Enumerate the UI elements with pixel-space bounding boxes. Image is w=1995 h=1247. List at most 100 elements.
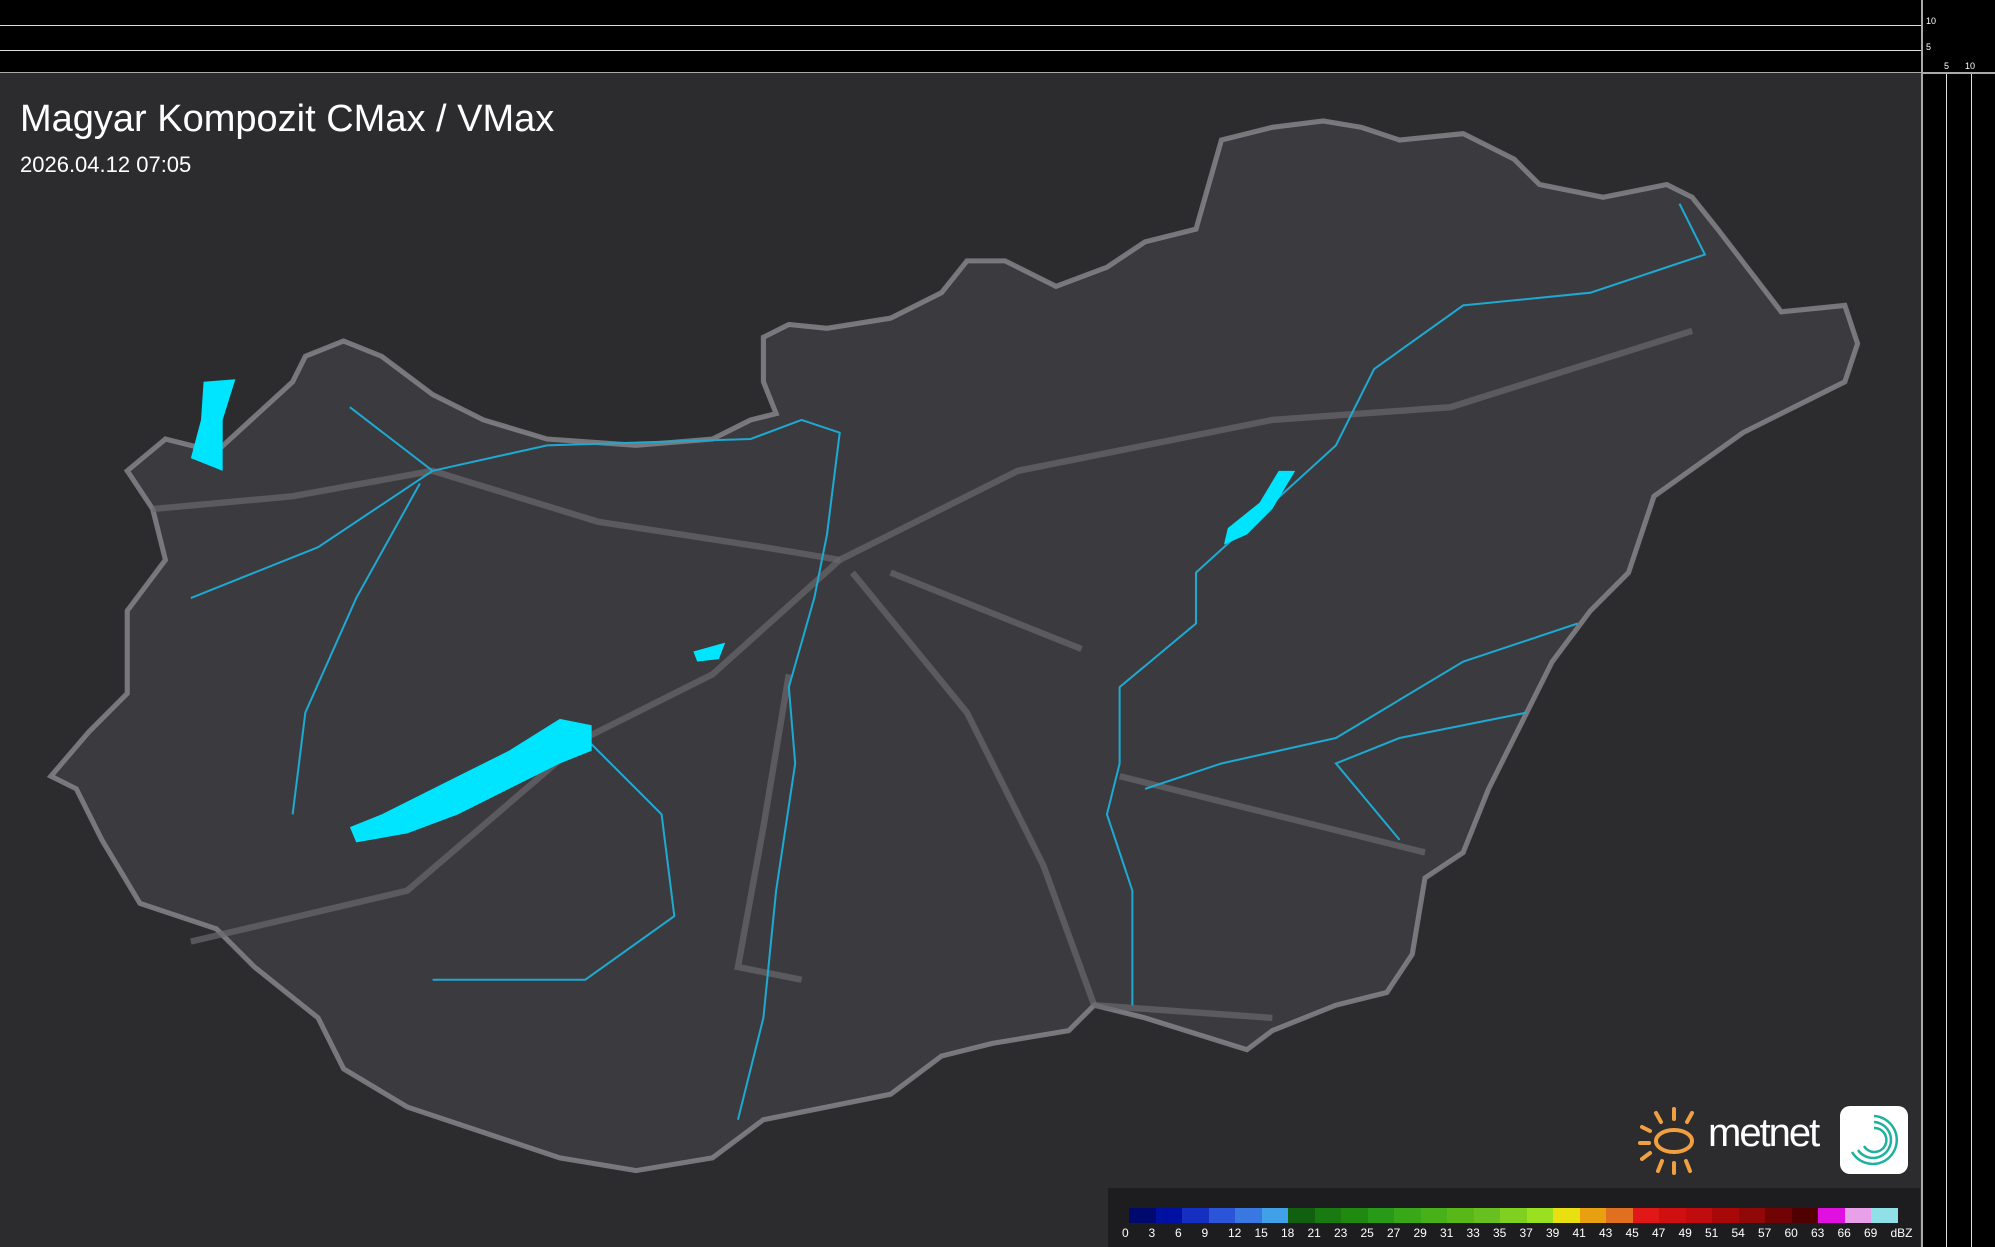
tick-label: 5 — [1926, 42, 1932, 52]
hungary-country-area — [46, 118, 1861, 1174]
color-swatch — [1341, 1208, 1368, 1223]
scale-label: 12 — [1228, 1226, 1242, 1240]
scale-label: 54 — [1731, 1226, 1745, 1240]
color-swatch — [1632, 1208, 1659, 1223]
color-swatch — [1553, 1208, 1580, 1223]
grid-line — [1946, 73, 1947, 1247]
river-maros — [1334, 711, 1527, 841]
scale-label: 37 — [1519, 1226, 1533, 1240]
scale-label: 31 — [1440, 1226, 1454, 1240]
color-scale-bar — [1129, 1208, 1898, 1223]
river-kapos — [432, 737, 676, 981]
scale-label: 15 — [1254, 1226, 1268, 1240]
scale-label: 3 — [1148, 1226, 1156, 1240]
scale-label: 35 — [1493, 1226, 1507, 1240]
color-swatch — [1208, 1208, 1235, 1223]
scale-label: 60 — [1784, 1226, 1798, 1240]
scale-label: 29 — [1413, 1226, 1427, 1240]
right-axis-strip: 10 5 5 10 — [1921, 0, 1995, 1247]
rivers — [190, 203, 1707, 1120]
scale-label: 47 — [1652, 1226, 1666, 1240]
color-swatch — [1871, 1208, 1898, 1223]
scale-label: 63 — [1811, 1226, 1825, 1240]
river-raba — [190, 469, 434, 815]
scale-label: 57 — [1758, 1226, 1772, 1240]
scale-label: 51 — [1705, 1226, 1719, 1240]
scale-label: 69 — [1864, 1226, 1878, 1240]
color-swatch — [1818, 1208, 1845, 1223]
scale-label: 43 — [1599, 1226, 1613, 1240]
scale-label: 66 — [1837, 1226, 1851, 1240]
color-swatch — [1447, 1208, 1474, 1223]
tick-label: 10 — [1926, 16, 1937, 26]
grid-line — [0, 50, 1921, 51]
color-swatch — [1473, 1208, 1500, 1223]
radar-map[interactable] — [0, 73, 1921, 1247]
color-swatch — [1659, 1208, 1686, 1223]
scale-label: 9 — [1201, 1226, 1209, 1240]
grid-line — [1971, 73, 1972, 1247]
color-swatch — [1394, 1208, 1421, 1223]
color-swatch — [1500, 1208, 1527, 1223]
road — [838, 327, 1694, 563]
color-swatch — [1738, 1208, 1765, 1223]
scale-label: 27 — [1387, 1226, 1401, 1240]
lakes — [190, 379, 1296, 843]
brand-name: metnet — [1708, 1111, 1820, 1155]
road — [849, 570, 1098, 1007]
lake-velence — [693, 642, 726, 662]
road — [889, 569, 1426, 856]
scale-label: 21 — [1307, 1226, 1321, 1240]
dbz-color-legend: 0 3 6 9 12 15 18 21 23 25 27 29 31 33 35 37 39 41 43 45 47 49… — [1108, 1188, 1920, 1247]
color-swatch — [1288, 1208, 1315, 1223]
color-scale-labels: 0 3 6 9 12 15 18 21 23 25 27 29 31 33 35 37 39 41 43 45 47 49… — [1122, 1226, 1917, 1240]
color-swatch — [1155, 1208, 1182, 1223]
road — [152, 467, 841, 564]
tick-label: 5 — [1944, 61, 1950, 71]
scale-label: 0 — [1122, 1226, 1129, 1240]
color-swatch — [1314, 1208, 1341, 1223]
unit-label: dBZ — [1890, 1226, 1913, 1240]
map-title: Magyar Kompozit CMax / VMax — [20, 98, 555, 140]
map-timestamp: 2026.04.12 07:05 — [20, 152, 192, 177]
road — [734, 673, 1273, 1022]
color-swatch — [1579, 1208, 1606, 1223]
scale-label: 18 — [1281, 1226, 1295, 1240]
grid-line — [1923, 72, 1995, 74]
scale-label: 45 — [1625, 1226, 1639, 1240]
scale-label: 25 — [1360, 1226, 1374, 1240]
lake-balaton — [349, 718, 592, 843]
color-swatch — [1712, 1208, 1739, 1223]
color-swatch — [1182, 1208, 1209, 1223]
scale-label: 23 — [1334, 1226, 1348, 1240]
color-swatch — [1526, 1208, 1553, 1223]
color-swatch — [1420, 1208, 1447, 1223]
scale-label: 41 — [1572, 1226, 1586, 1240]
spiral-app-icon — [1840, 1106, 1908, 1174]
scale-label: 39 — [1546, 1226, 1560, 1240]
color-swatch — [1367, 1208, 1394, 1223]
tick-label: 10 — [1965, 61, 1976, 71]
river-tisza — [1105, 203, 1707, 1006]
river-koros — [1144, 622, 1579, 790]
color-swatch — [1765, 1208, 1792, 1223]
color-swatch — [1261, 1208, 1288, 1223]
scale-label: 6 — [1175, 1226, 1182, 1240]
color-swatch — [1685, 1208, 1712, 1223]
scale-label: 49 — [1678, 1226, 1692, 1240]
sun-icon — [1638, 1107, 1694, 1175]
top-axis-band — [0, 0, 1921, 73]
lake-ferto — [190, 379, 236, 471]
river-danube — [349, 406, 841, 1120]
grid-line — [0, 25, 1921, 26]
color-swatch — [1129, 1208, 1156, 1223]
grid-line — [0, 72, 1921, 73]
color-swatch — [1791, 1208, 1818, 1223]
color-swatch — [1235, 1208, 1262, 1223]
color-swatch — [1844, 1208, 1871, 1223]
metnet-logo: metnet — [1636, 1105, 1916, 1177]
lake-tisza — [1223, 470, 1296, 545]
scale-label: 33 — [1466, 1226, 1480, 1240]
color-swatch — [1606, 1208, 1633, 1223]
